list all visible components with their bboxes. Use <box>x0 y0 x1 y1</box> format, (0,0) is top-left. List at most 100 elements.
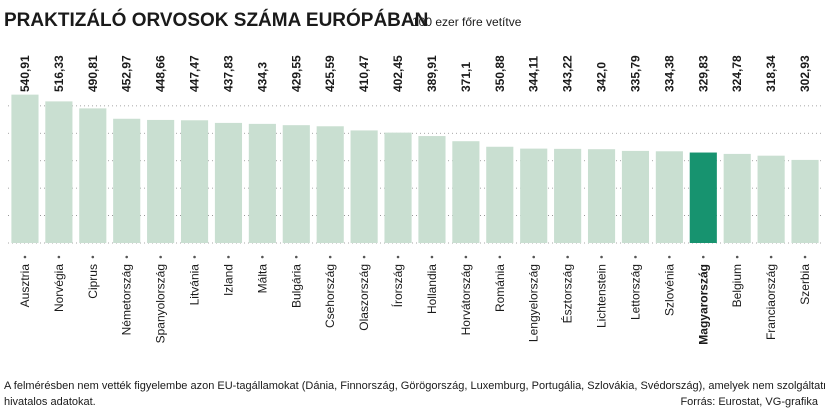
value-label: 342,0 <box>595 62 609 92</box>
footnote: hivatalos adatokat. <box>4 396 96 408</box>
x-tick-label: Franciaország <box>764 264 778 340</box>
bar <box>723 153 751 243</box>
x-tick-label: Ausztria <box>18 264 32 308</box>
x-tick-label: Izland <box>221 264 235 296</box>
tick-dot <box>159 255 162 259</box>
x-tick-label: Hollandia <box>425 264 439 314</box>
chart-subtitle: 100 ezer főre vetítve <box>412 15 522 29</box>
bar <box>180 120 209 243</box>
x-tick-label: Norvégia <box>52 264 66 312</box>
tick-dot <box>769 255 773 259</box>
bar <box>587 149 616 243</box>
bar <box>757 155 785 243</box>
tick-dot <box>803 255 807 259</box>
x-tick-label: Litvánia <box>188 264 202 306</box>
x-tick-label: Magyarország <box>696 264 710 345</box>
bar <box>452 141 480 243</box>
tick-dot <box>328 255 332 259</box>
bar <box>350 130 378 243</box>
value-label: 389,91 <box>425 55 439 92</box>
bar <box>316 126 344 243</box>
value-label: 344,11 <box>527 56 541 92</box>
value-label: 318,34 <box>764 55 778 92</box>
value-label: 434,3 <box>255 62 269 92</box>
bar <box>689 152 717 243</box>
tick-dot <box>23 255 27 259</box>
bar <box>554 148 582 243</box>
tick-dot <box>498 255 502 259</box>
source: Forrás: Eurostat, VG-grafika <box>680 396 818 408</box>
value-label: 540,91 <box>18 55 32 92</box>
tick-dot <box>193 255 196 259</box>
x-tick-label: Szerbia <box>798 264 812 305</box>
value-label: 402,45 <box>391 55 405 92</box>
value-label: 410,47 <box>357 55 371 92</box>
value-label: 516,33 <box>52 55 66 92</box>
bar <box>214 122 243 243</box>
bar <box>520 148 548 243</box>
tick-dot <box>566 255 569 259</box>
x-tick-label: Belgium <box>730 264 744 307</box>
bar <box>11 94 39 244</box>
x-tick-label: Csehország <box>323 264 337 328</box>
value-label: 371,1 <box>459 62 473 92</box>
tick-dot <box>57 255 61 259</box>
chart-title: PRAKTIZÁLÓ ORVOSOK SZÁMA EURÓPÁBAN <box>4 9 428 31</box>
x-tick-label: Bulgária <box>289 264 303 308</box>
x-tick-label: Horvátország <box>459 264 473 335</box>
x-tick-label: Spanyolország <box>154 264 168 343</box>
value-label: 324,78 <box>730 55 744 92</box>
value-label: 335,79 <box>628 55 642 92</box>
bar <box>621 150 650 243</box>
tick-dot <box>227 255 230 259</box>
bar <box>248 123 276 243</box>
tick-dot <box>634 255 637 259</box>
tick-dot <box>396 255 400 259</box>
value-label: 452,97 <box>120 55 134 92</box>
x-tick-label: Észtország <box>560 264 575 323</box>
bar <box>655 151 683 243</box>
tick-dot <box>91 255 95 259</box>
x-tick-label: Szlovénia <box>662 264 676 316</box>
tick-dot <box>464 255 468 259</box>
x-tick-label: Németország <box>120 264 134 335</box>
tick-dot <box>430 255 434 259</box>
bar <box>79 108 107 243</box>
value-label: 490,81 <box>86 55 100 92</box>
tick-dot <box>362 255 366 259</box>
tick-dot <box>735 255 739 259</box>
x-tick-label: Románia <box>493 264 507 312</box>
x-tick-label: Lettország <box>628 264 642 320</box>
tick-dot <box>125 255 129 259</box>
value-label: 437,83 <box>221 55 235 92</box>
value-label: 343,22 <box>561 55 575 92</box>
value-label: 448,66 <box>154 55 168 92</box>
bar <box>282 125 310 243</box>
value-label: 447,47 <box>188 55 202 92</box>
tick-dot <box>600 255 603 259</box>
tick-dot <box>668 255 671 259</box>
value-label: 350,88 <box>493 55 507 92</box>
tick-dot <box>261 255 264 259</box>
bar <box>418 136 446 243</box>
value-label: 302,93 <box>798 55 812 92</box>
bar <box>45 101 73 244</box>
bar <box>113 118 141 243</box>
x-tick-label: Málta <box>255 264 269 294</box>
bar <box>147 119 175 243</box>
value-label: 329,83 <box>696 55 710 92</box>
x-tick-label: Lengyelország <box>527 264 541 342</box>
x-tick-label: Ciprus <box>86 264 100 299</box>
footnote: A felmérésben nem vették figyelembe azon… <box>4 380 825 392</box>
x-tick-label: Olaszország <box>357 264 371 331</box>
tick-dot <box>701 255 705 259</box>
value-label: 425,59 <box>323 55 337 92</box>
tick-dot <box>294 255 298 259</box>
x-tick-label: Lichtenstein <box>595 264 609 328</box>
value-label: 429,55 <box>289 55 303 92</box>
x-tick-label: Írország <box>390 264 405 307</box>
tick-dot <box>532 255 536 259</box>
bar <box>791 159 819 243</box>
bar <box>486 146 514 243</box>
